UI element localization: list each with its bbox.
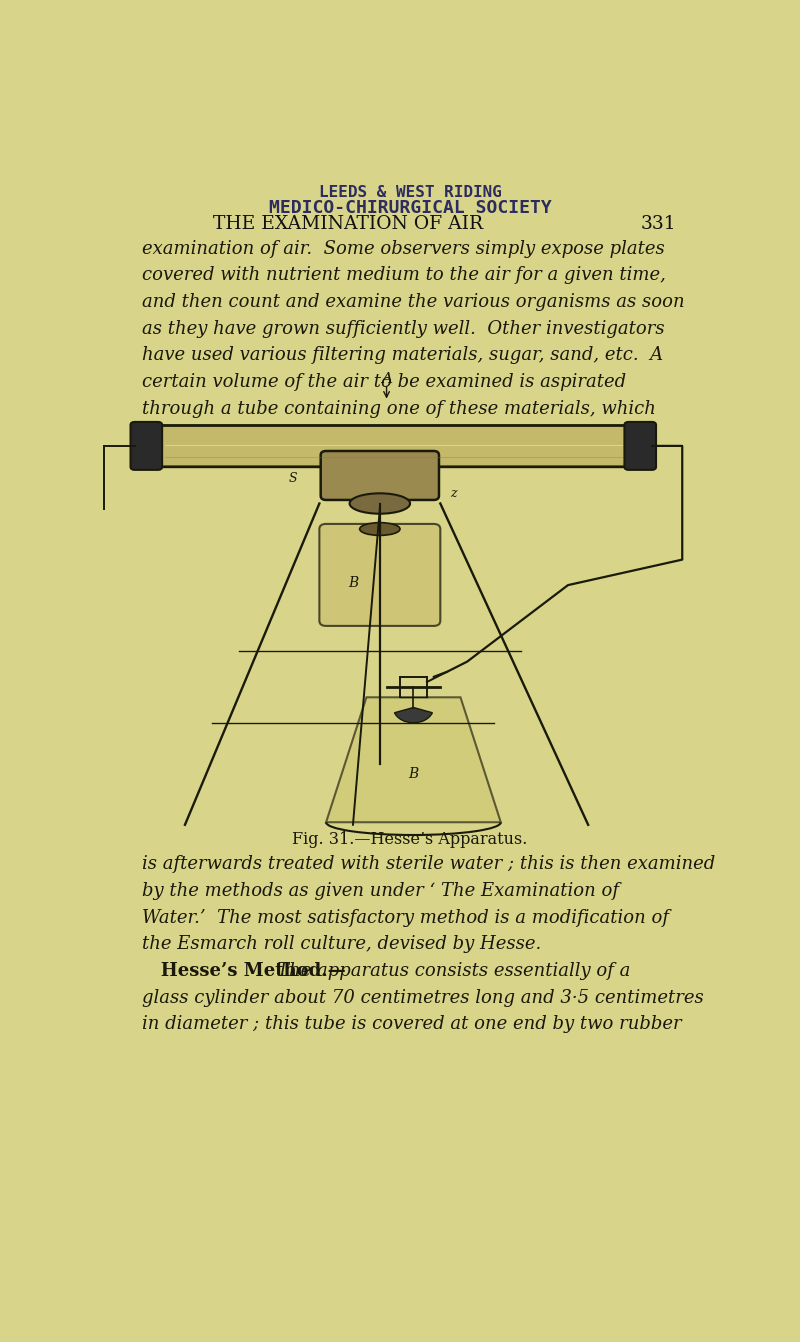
Text: have used various filtering materials, sugar, sand, etc.  A: have used various filtering materials, s…	[142, 346, 663, 364]
Text: glass cylinder about 70 centimetres long and 3·5 centimetres: glass cylinder about 70 centimetres long…	[142, 989, 704, 1006]
Text: A: A	[381, 372, 392, 385]
Text: z: z	[450, 487, 457, 499]
Text: covered with nutrient medium to the air for a given time,: covered with nutrient medium to the air …	[142, 266, 666, 285]
FancyBboxPatch shape	[130, 421, 162, 470]
FancyBboxPatch shape	[625, 421, 656, 470]
Text: Water.’  The most satisfactory method is a modification of: Water.’ The most satisfactory method is …	[142, 909, 669, 927]
Text: and then count and examine the various organisms as soon: and then count and examine the various o…	[142, 293, 685, 311]
Text: THE EXAMINATION OF AIR: THE EXAMINATION OF AIR	[213, 215, 483, 232]
Text: examination of air.  Some observers simply expose plates: examination of air. Some observers simpl…	[142, 240, 665, 258]
Text: MEDICO-CHIRURGICAL SOCIETY: MEDICO-CHIRURGICAL SOCIETY	[269, 199, 551, 217]
Text: is afterwards treated with sterile water ; this is then examined: is afterwards treated with sterile water…	[142, 855, 715, 874]
Text: S: S	[288, 471, 297, 484]
FancyBboxPatch shape	[146, 425, 641, 467]
Text: LEEDS & WEST RIDING: LEEDS & WEST RIDING	[318, 185, 502, 200]
Wedge shape	[394, 707, 432, 723]
Text: Fig. 31.—Hesse’s Apparatus.: Fig. 31.—Hesse’s Apparatus.	[292, 831, 528, 848]
Polygon shape	[326, 698, 501, 823]
Text: the Esmarch roll culture, devised by Hesse.: the Esmarch roll culture, devised by Hes…	[142, 935, 542, 953]
Text: B: B	[408, 766, 418, 781]
Text: certain volume of the air to be examined is aspirated: certain volume of the air to be examined…	[142, 373, 626, 391]
FancyBboxPatch shape	[319, 523, 440, 625]
Ellipse shape	[360, 522, 400, 535]
FancyBboxPatch shape	[321, 451, 439, 501]
Text: B: B	[348, 576, 358, 589]
Text: as they have grown sufficiently well.  Other investigators: as they have grown sufficiently well. Ot…	[142, 319, 665, 338]
Text: 331: 331	[640, 215, 676, 232]
Ellipse shape	[350, 494, 410, 514]
Text: Hesse’s Method.—: Hesse’s Method.—	[142, 962, 346, 980]
Text: through a tube containing one of these materials, which: through a tube containing one of these m…	[142, 400, 656, 417]
Text: The apparatus consists essentially of a: The apparatus consists essentially of a	[278, 962, 630, 980]
Text: in diameter ; this tube is covered at one end by two rubber: in diameter ; this tube is covered at on…	[142, 1016, 682, 1033]
Text: by the methods as given under ‘ The Examination of: by the methods as given under ‘ The Exam…	[142, 882, 619, 900]
